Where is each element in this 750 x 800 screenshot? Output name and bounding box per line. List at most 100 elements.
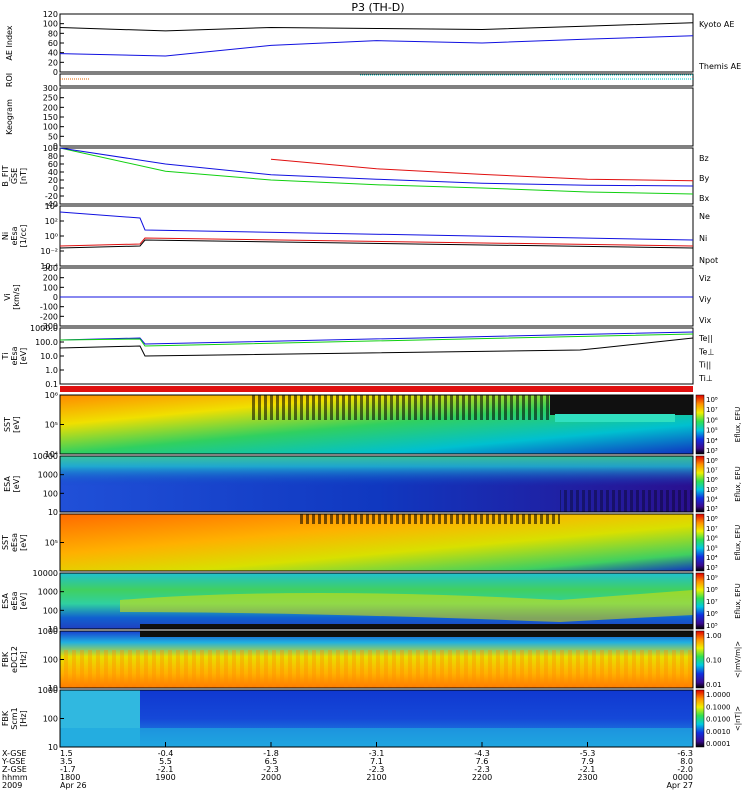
legend-ae: Kyoto AE [699,20,734,29]
y-label-sst_e: eEsa [10,533,19,552]
x-axis-value: -2.0 [677,765,693,774]
panel-frame-esa_i [59,455,694,513]
tick-label-vi: 200 [43,274,58,283]
legend-ni: Ni [699,234,707,243]
tick-label-vi: 100 [43,283,58,292]
colorbar-label: 0.10 [706,657,722,665]
y-label-vi: Vi [3,293,12,301]
y-label-fbk1: FBK [1,651,10,667]
x-axis-value: 1800 [60,773,80,782]
tick-label-sst_i: 10⁵ [45,421,58,430]
legend-ti: Te⊥ [698,347,714,356]
colorbar-label: 10³ [706,564,718,572]
x-axis-value: 1900 [155,773,175,782]
colorbar-label: 10⁷ [706,598,718,606]
legend-vi: Viz [699,274,711,283]
x-axis-value: -5.3 [580,749,596,758]
colorbar-label: 0.01 [706,681,722,689]
colorbar-label: 10⁸ [706,396,718,404]
tick-label-fbk1: 1000 [38,627,58,636]
x-axis-value: 2000 [261,773,281,782]
colorbar-5 [695,689,705,748]
y-label-ti: Ti [1,353,10,361]
esa-electron-yellow-band [120,590,693,622]
spectrogram-images [60,386,693,747]
series-line-ni [59,239,694,249]
colorbar-label: 10⁷ [706,406,718,414]
tick-label-vi: 0 [53,293,58,302]
colorbar-label: 10⁴ [706,554,718,562]
colorbar-label: 10⁵ [706,427,718,435]
y-label-fbk1: [Hz] [19,651,28,667]
esa-ion-top-band [60,456,693,486]
x-axis-value: -2.1 [158,765,174,774]
x-axis-value: -1.7 [60,765,76,774]
tick-label-vi: 300 [43,264,58,273]
colorbar-4 [695,630,705,689]
tick-label-keogram: 300 [43,84,58,93]
tick-label-ni: 10⁴ [45,202,58,211]
tick-label-esa_i: 100 [43,489,58,498]
tick-label-ae: 60 [48,39,58,48]
colorbar-label: 10⁵ [706,544,718,552]
tick-label-ni: 10⁰ [45,232,58,241]
fbk-edc12-dark-top [140,631,693,637]
x-axis-value: -4.3 [474,749,490,758]
tick-label-fbk1: 100 [43,656,58,665]
y-label-ae: AE Index [5,25,14,60]
panel-frame-ae [59,13,694,73]
colorbar-1 [695,455,705,513]
x-axis-value: 7.1 [370,757,383,766]
tick-label-vi: -300 [40,322,58,331]
x-axis-value: -0.4 [158,749,174,758]
y-label-vi: [km/s] [12,284,21,310]
tick-label-keogram: 150 [43,113,58,122]
y-label-esa_i: [eV] [12,476,21,493]
x-axis-row-label: Z-GSE [2,765,27,774]
red-status-bar [60,386,693,392]
colorbar-label: 10³ [706,505,718,513]
tick-label-bfit: 0 [53,184,58,193]
colorbar-label: 10⁵ [706,622,718,630]
colorbar-3 [695,572,705,630]
tick-label-esa_i: 10 [48,508,58,517]
colorbar-title: <|nT|> [734,706,742,731]
tick-label-sst_e: 10⁵ [45,539,58,548]
tick-label-sst_i: 10⁶ [45,391,58,400]
legend-bfit: Bz [699,154,709,163]
panel-frame-bfit [59,147,694,205]
x-axis-value: 0000 [673,773,693,782]
x-axis-value: 5.5 [159,757,172,766]
figure-title: P3 (TH-D) [351,1,404,14]
colorbar-label: 10⁴ [706,495,718,503]
panel-legends: Kyoto AE Themis AE Bz By Bx Ne Ni Npot Viz Viy Vix… [698,20,741,383]
x-axis-row-label: 2009 [2,781,22,790]
x-axis: X-GSEY-GSEZ-GSEhhmm20091.53.5-1.71800Apr… [1,742,694,790]
y-label-sst_i: [eV] [12,416,21,433]
series-line-by [59,147,694,195]
x-axis-value: Apr 26 [60,781,87,790]
tick-label-fbk1: 10 [48,684,58,693]
colorbar-label: 0.1000 [706,703,731,711]
legend-ti: Te|| [698,334,713,343]
tick-label-bfit: 20 [48,176,58,185]
tick-label-keogram: 50 [48,132,58,141]
series-line-themis-ae [59,22,694,32]
sst-electron-noise [300,514,560,524]
series-line-bx [59,147,694,187]
colorbar-label: 10⁶ [706,610,718,618]
tick-label-ti: 1000.0 [30,324,58,333]
legend-ae: Themis AE [698,62,741,71]
tick-label-bfit: 80 [48,152,58,161]
tick-label-keogram: 0 [53,142,58,151]
tick-label-keogram: 200 [43,103,58,112]
y-label-fbk2: FBK [1,710,10,726]
tick-label-ni: 10⁻⁴ [40,262,58,271]
y-label-roi: ROI [5,73,14,87]
x-axis-value: -6.3 [677,749,693,758]
tick-label-esa_e: 10 [48,625,58,634]
panel-frame-roi [59,73,694,87]
x-axis-value: 7.6 [476,757,489,766]
tick-label-ti: 100.0 [35,338,58,347]
